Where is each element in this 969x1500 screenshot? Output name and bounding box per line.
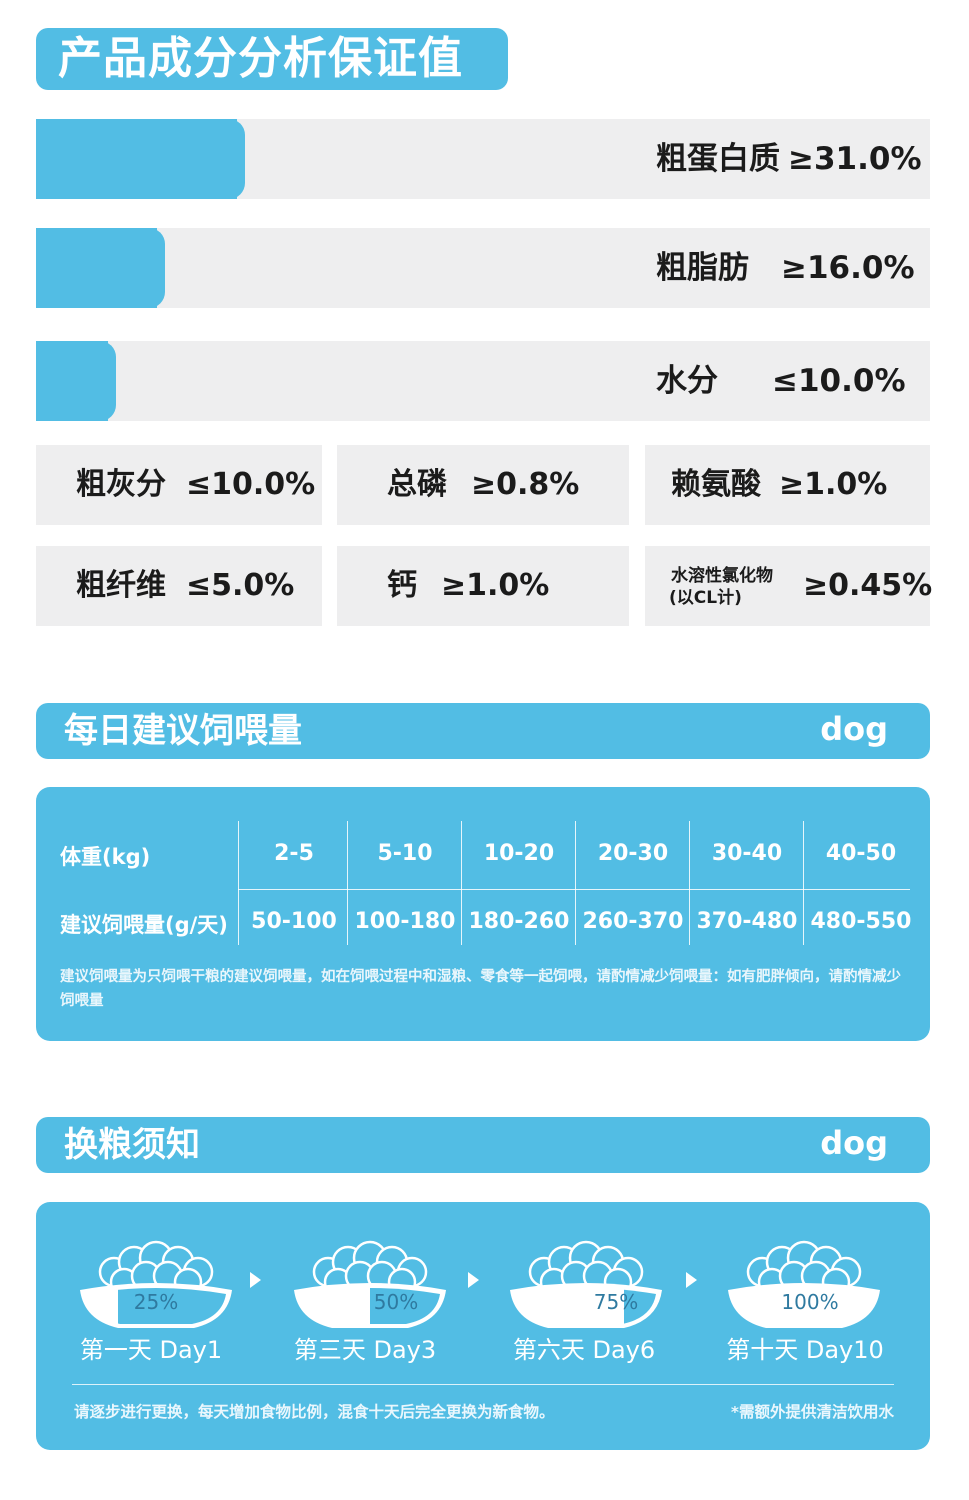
box-value: ≥1.0% (779, 467, 888, 502)
box-label: 赖氨酸 (671, 467, 761, 502)
switching-note: 请逐步进行更换，每天增加食物比例，混食十天后完全更换为新食物。 (74, 1403, 555, 1421)
nutrient-bar-protein: 粗蛋白质 ≥31.0% (36, 119, 930, 199)
switching-tag: dog (820, 1124, 888, 1162)
food-bowl-step-1: 25% (76, 1232, 236, 1362)
feeding-panel: 体重(kg) 建议饲喂量(g/天) 2-5 5-10 10-20 20-30 3… (36, 787, 930, 1041)
page-title: 产品成分分析保证值 (36, 28, 508, 90)
arrow-right-icon (686, 1272, 697, 1288)
row-header-weight: 体重(kg) (60, 845, 151, 869)
box-value: ≥0.8% (471, 467, 580, 502)
weight-cell: 10-20 (483, 841, 555, 866)
nutrient-box-chloride: 水溶性氯化物 (以CL计) ≥0.45% (645, 546, 933, 626)
nutrient-box-fiber: 粗纤维 ≤5.0% (36, 546, 322, 626)
box-label: 钙 (387, 568, 417, 603)
step-percent: 25% (133, 1290, 179, 1314)
bar-fill (36, 119, 245, 199)
box-label: 粗纤维 (76, 568, 166, 603)
bar-label: 粗蛋白质 (656, 141, 780, 177)
switching-panel: 25% 第一天 Day1 50% 第三天 Day3 75% 第六天 Day6 1… (36, 1202, 930, 1450)
feeding-header: 每日建议饲喂量 dog (36, 703, 930, 759)
step-caption: 第六天 Day6 (512, 1336, 656, 1364)
weight-cell: 40-50 (825, 841, 897, 866)
nutrient-box-phosphorus: 总磷 ≥0.8% (337, 445, 629, 525)
bar-value: ≥16.0% (781, 250, 915, 286)
step-percent: 100% (781, 1290, 839, 1314)
table-divider (689, 821, 690, 945)
table-row-divider (238, 889, 910, 890)
feeding-tag: dog (820, 710, 888, 748)
amount-cell: 370-480 (696, 909, 798, 934)
food-bowl-step-3: 75% (506, 1232, 666, 1362)
water-note: *需额外提供清洁饮用水 (730, 1403, 894, 1421)
switching-header: 换粮须知 dog (36, 1117, 930, 1173)
amount-cell: 180-260 (468, 909, 570, 934)
nutrient-bar-fat: 粗脂肪 ≥16.0% (36, 228, 930, 308)
bar-label: 粗脂肪 (656, 250, 749, 286)
step-caption: 第三天 Day3 (293, 1336, 437, 1364)
nutrient-bar-moisture: 水分 ≤10.0% (36, 341, 930, 421)
box-label: 粗灰分 (76, 467, 166, 502)
bar-fill (36, 341, 116, 421)
arrow-right-icon (468, 1272, 479, 1288)
table-divider (347, 821, 348, 945)
weight-cell: 30-40 (711, 841, 783, 866)
box-value: ≤10.0% (186, 467, 316, 502)
box-label-line2: (以CL计) (669, 588, 742, 608)
amount-cell: 480-550 (810, 909, 912, 934)
table-divider (575, 821, 576, 945)
bar-label: 水分 (656, 363, 718, 399)
nutrient-box-calcium: 钙 ≥1.0% (337, 546, 629, 626)
amount-cell: 50-100 (251, 909, 337, 934)
table-divider (803, 821, 804, 945)
step-percent: 75% (593, 1290, 639, 1314)
box-value: ≤5.0% (186, 568, 295, 603)
box-value: ≥0.45% (803, 568, 933, 603)
row-header-amount: 建议饲喂量(g/天) (60, 913, 228, 937)
box-label-line1: 水溶性氯化物 (671, 566, 773, 586)
weight-cell: 2-5 (274, 841, 314, 866)
weight-cell: 20-30 (597, 841, 669, 866)
divider (72, 1384, 894, 1385)
feeding-title: 每日建议饲喂量 (64, 711, 302, 751)
box-label: 总磷 (387, 467, 447, 502)
step-percent: 50% (373, 1290, 419, 1314)
table-divider (238, 821, 239, 945)
arrow-right-icon (250, 1272, 261, 1288)
amount-cell: 260-370 (582, 909, 684, 934)
feeding-note: 建议饲喂量为只饲喂干粮的建议饲喂量，如在饲喂过程中和湿粮、零食等一起饲喂，请酌情… (60, 969, 901, 1009)
step-caption: 第一天 Day1 (79, 1336, 223, 1364)
nutrient-box-ash: 粗灰分 ≤10.0% (36, 445, 322, 525)
bar-value: ≤10.0% (772, 363, 906, 399)
amount-cell: 100-180 (354, 909, 456, 934)
switching-title: 换粮须知 (64, 1125, 200, 1165)
food-bowl-step-2: 50% (290, 1232, 450, 1362)
bar-fill (36, 228, 165, 308)
weight-cell: 5-10 (377, 841, 433, 866)
table-divider (461, 821, 462, 945)
nutrient-box-lysine: 赖氨酸 ≥1.0% (645, 445, 930, 525)
bar-value: ≥31.0% (788, 141, 922, 177)
food-bowl-step-4: 100% (724, 1232, 884, 1362)
box-value: ≥1.0% (441, 568, 550, 603)
step-caption: 第十天 Day10 (726, 1336, 884, 1364)
